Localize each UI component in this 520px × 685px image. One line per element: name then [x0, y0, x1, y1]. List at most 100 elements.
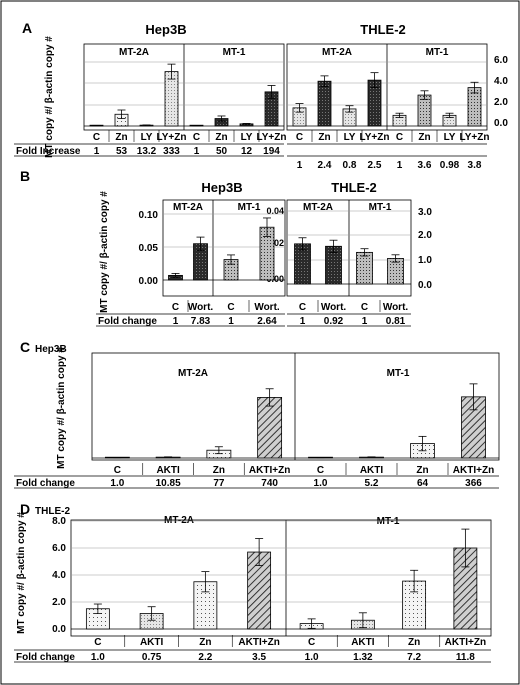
panel-d-title: THLE-2: [35, 506, 70, 517]
fold-value: 1.0: [314, 478, 328, 489]
category-label: Zn: [215, 132, 227, 143]
category-label: LY: [344, 132, 356, 143]
category-label: C: [396, 132, 403, 143]
panel-a-ylabel: MT copy #/ β-actin copy #: [44, 36, 55, 158]
fold-value: 3.5: [252, 652, 266, 663]
category-label: LY: [141, 132, 153, 143]
category-label: C: [114, 465, 121, 476]
category-label: AKTI+Zn: [238, 637, 279, 648]
fold-value: 1: [194, 146, 200, 157]
fold-value: 366: [465, 478, 482, 489]
panel-b-ylabel: MT copy #/ β-actin copy #: [99, 191, 110, 313]
panel-b-mid-tick: 0.04: [266, 206, 284, 216]
panel-a: A Hep3B THLE-2 MT copy #/ β-actin copy #…: [14, 20, 508, 158]
panel-d-frame: [70, 519, 492, 637]
panel-a-right-tick: 6.0: [494, 55, 508, 66]
category-label: AKTI+Zn: [453, 465, 494, 476]
panel-b-mid-tick: 0.00: [266, 274, 284, 284]
fold-value: 1.0: [91, 652, 105, 663]
panel-b-right-tick: 1.0: [418, 255, 432, 266]
fold-value: 1: [94, 146, 100, 157]
panel-d-group-mt1: MT-1: [377, 516, 400, 527]
bar: [257, 397, 283, 459]
chart-marks: C1Zn53LY13.2LY+Zn333C1Zn50LY12LY+Zn194C1…: [71, 61, 499, 663]
panel-d-ylabel: MT copy #/ β-actin copy #: [16, 512, 27, 634]
category-label: AKTI: [351, 637, 375, 648]
fold-value: 2.5: [368, 160, 382, 171]
category-label: C: [227, 302, 234, 313]
category-label: AKTI: [156, 465, 180, 476]
category-label: Zn: [408, 637, 420, 648]
panel-d-tick: 8.0: [52, 516, 66, 527]
panel-c-label: C: [20, 339, 30, 355]
panel-c-title: Hep3B: [35, 344, 67, 355]
fold-value: 1: [297, 160, 303, 171]
panel-b-ylabel-text: MT copy #/ β-actin copy #: [99, 191, 110, 313]
panel-c-ylabel-text: MT copy #/ β-actin copy #: [56, 347, 67, 469]
fold-value: 2.4: [318, 160, 332, 171]
fold-value: 194: [263, 146, 280, 157]
category-label: C: [93, 132, 100, 143]
category-label: LY+Zn: [360, 132, 390, 143]
fold-value: 0.8: [343, 160, 357, 171]
fold-value: 12: [241, 146, 253, 157]
category-label: Zn: [115, 132, 127, 143]
panel-c-fold-label: Fold change: [16, 478, 75, 489]
fold-value: 0.81: [386, 316, 406, 327]
fold-value: 2.2: [198, 652, 212, 663]
panel-a-right-tick: 4.0: [494, 76, 508, 87]
panel-b-hep3b-group-mt1: MT-1: [238, 202, 261, 213]
fold-value: 740: [261, 478, 278, 489]
category-label: AKTI+Zn: [249, 465, 290, 476]
panel-a-hep3b-title: Hep3B: [145, 22, 186, 37]
fold-value: 333: [163, 146, 180, 157]
fold-value: 77: [213, 478, 225, 489]
panel-d-label: D: [20, 501, 30, 517]
panel-a-thle2-title: THLE-2: [360, 22, 406, 37]
panel-a-fold-label: Fold Increase: [16, 146, 81, 157]
category-label: Wort.: [188, 302, 214, 313]
panel-b-right-tick: 0.0: [418, 280, 432, 291]
fold-value: 1.0: [305, 652, 319, 663]
category-label: C: [172, 302, 179, 313]
panel-d-tick: 2.0: [52, 597, 66, 608]
category-label: LY+Zn: [460, 132, 490, 143]
panel-b-hep3b-group-mt2a: MT-2A: [173, 202, 203, 213]
fold-value: 1: [300, 316, 306, 327]
fold-value: 7.83: [191, 316, 211, 327]
panel-d-tick: 0.0: [52, 624, 66, 635]
category-label: C: [299, 302, 306, 313]
panel-b-left-tick: 0.00: [139, 276, 159, 287]
panel-d: D THLE-2 MT copy #/ β-actin copy # MT-2A…: [14, 501, 492, 663]
panel-b-right-tick: 3.0: [418, 207, 432, 218]
panel-d-ylabel-text: MT copy #/ β-actin copy #: [16, 512, 27, 634]
fold-value: 11.8: [456, 652, 475, 663]
panel-c-group-mt1: MT-1: [387, 368, 410, 379]
fold-value: 1: [362, 316, 368, 327]
bar: [317, 80, 332, 127]
fold-value: 0.98: [440, 160, 460, 171]
bar: [164, 71, 179, 127]
panel-a-hep3b-group-mt2a: MT-2A: [119, 47, 149, 58]
fold-value: 0.92: [324, 316, 344, 327]
panel-b-fold-label: Fold change: [98, 316, 157, 327]
category-label: C: [296, 132, 303, 143]
category-label: Wort.: [383, 302, 409, 313]
panel-c-group-mt2a: MT-2A: [178, 368, 208, 379]
panel-b-label: B: [20, 168, 30, 184]
bar: [467, 87, 482, 127]
category-label: LY+Zn: [257, 132, 287, 143]
fold-value: 1: [397, 160, 403, 171]
panel-a-thle2-group-mt1: MT-1: [426, 47, 449, 58]
panel-a-hep3b-group-mt1: MT-1: [223, 47, 246, 58]
panel-a-thle2-group-mt2a: MT-2A: [322, 47, 352, 58]
fold-value: 7.2: [407, 652, 421, 663]
category-label: LY: [241, 132, 253, 143]
panel-d-tick: 4.0: [52, 570, 66, 581]
fold-value: 1.32: [353, 652, 373, 663]
panel-a-ylabel-text: MT copy #/ β-actin copy #: [44, 36, 55, 158]
category-label: AKTI: [360, 465, 384, 476]
panel-a-right-tick: 2.0: [494, 97, 508, 108]
fold-value: 53: [116, 146, 128, 157]
